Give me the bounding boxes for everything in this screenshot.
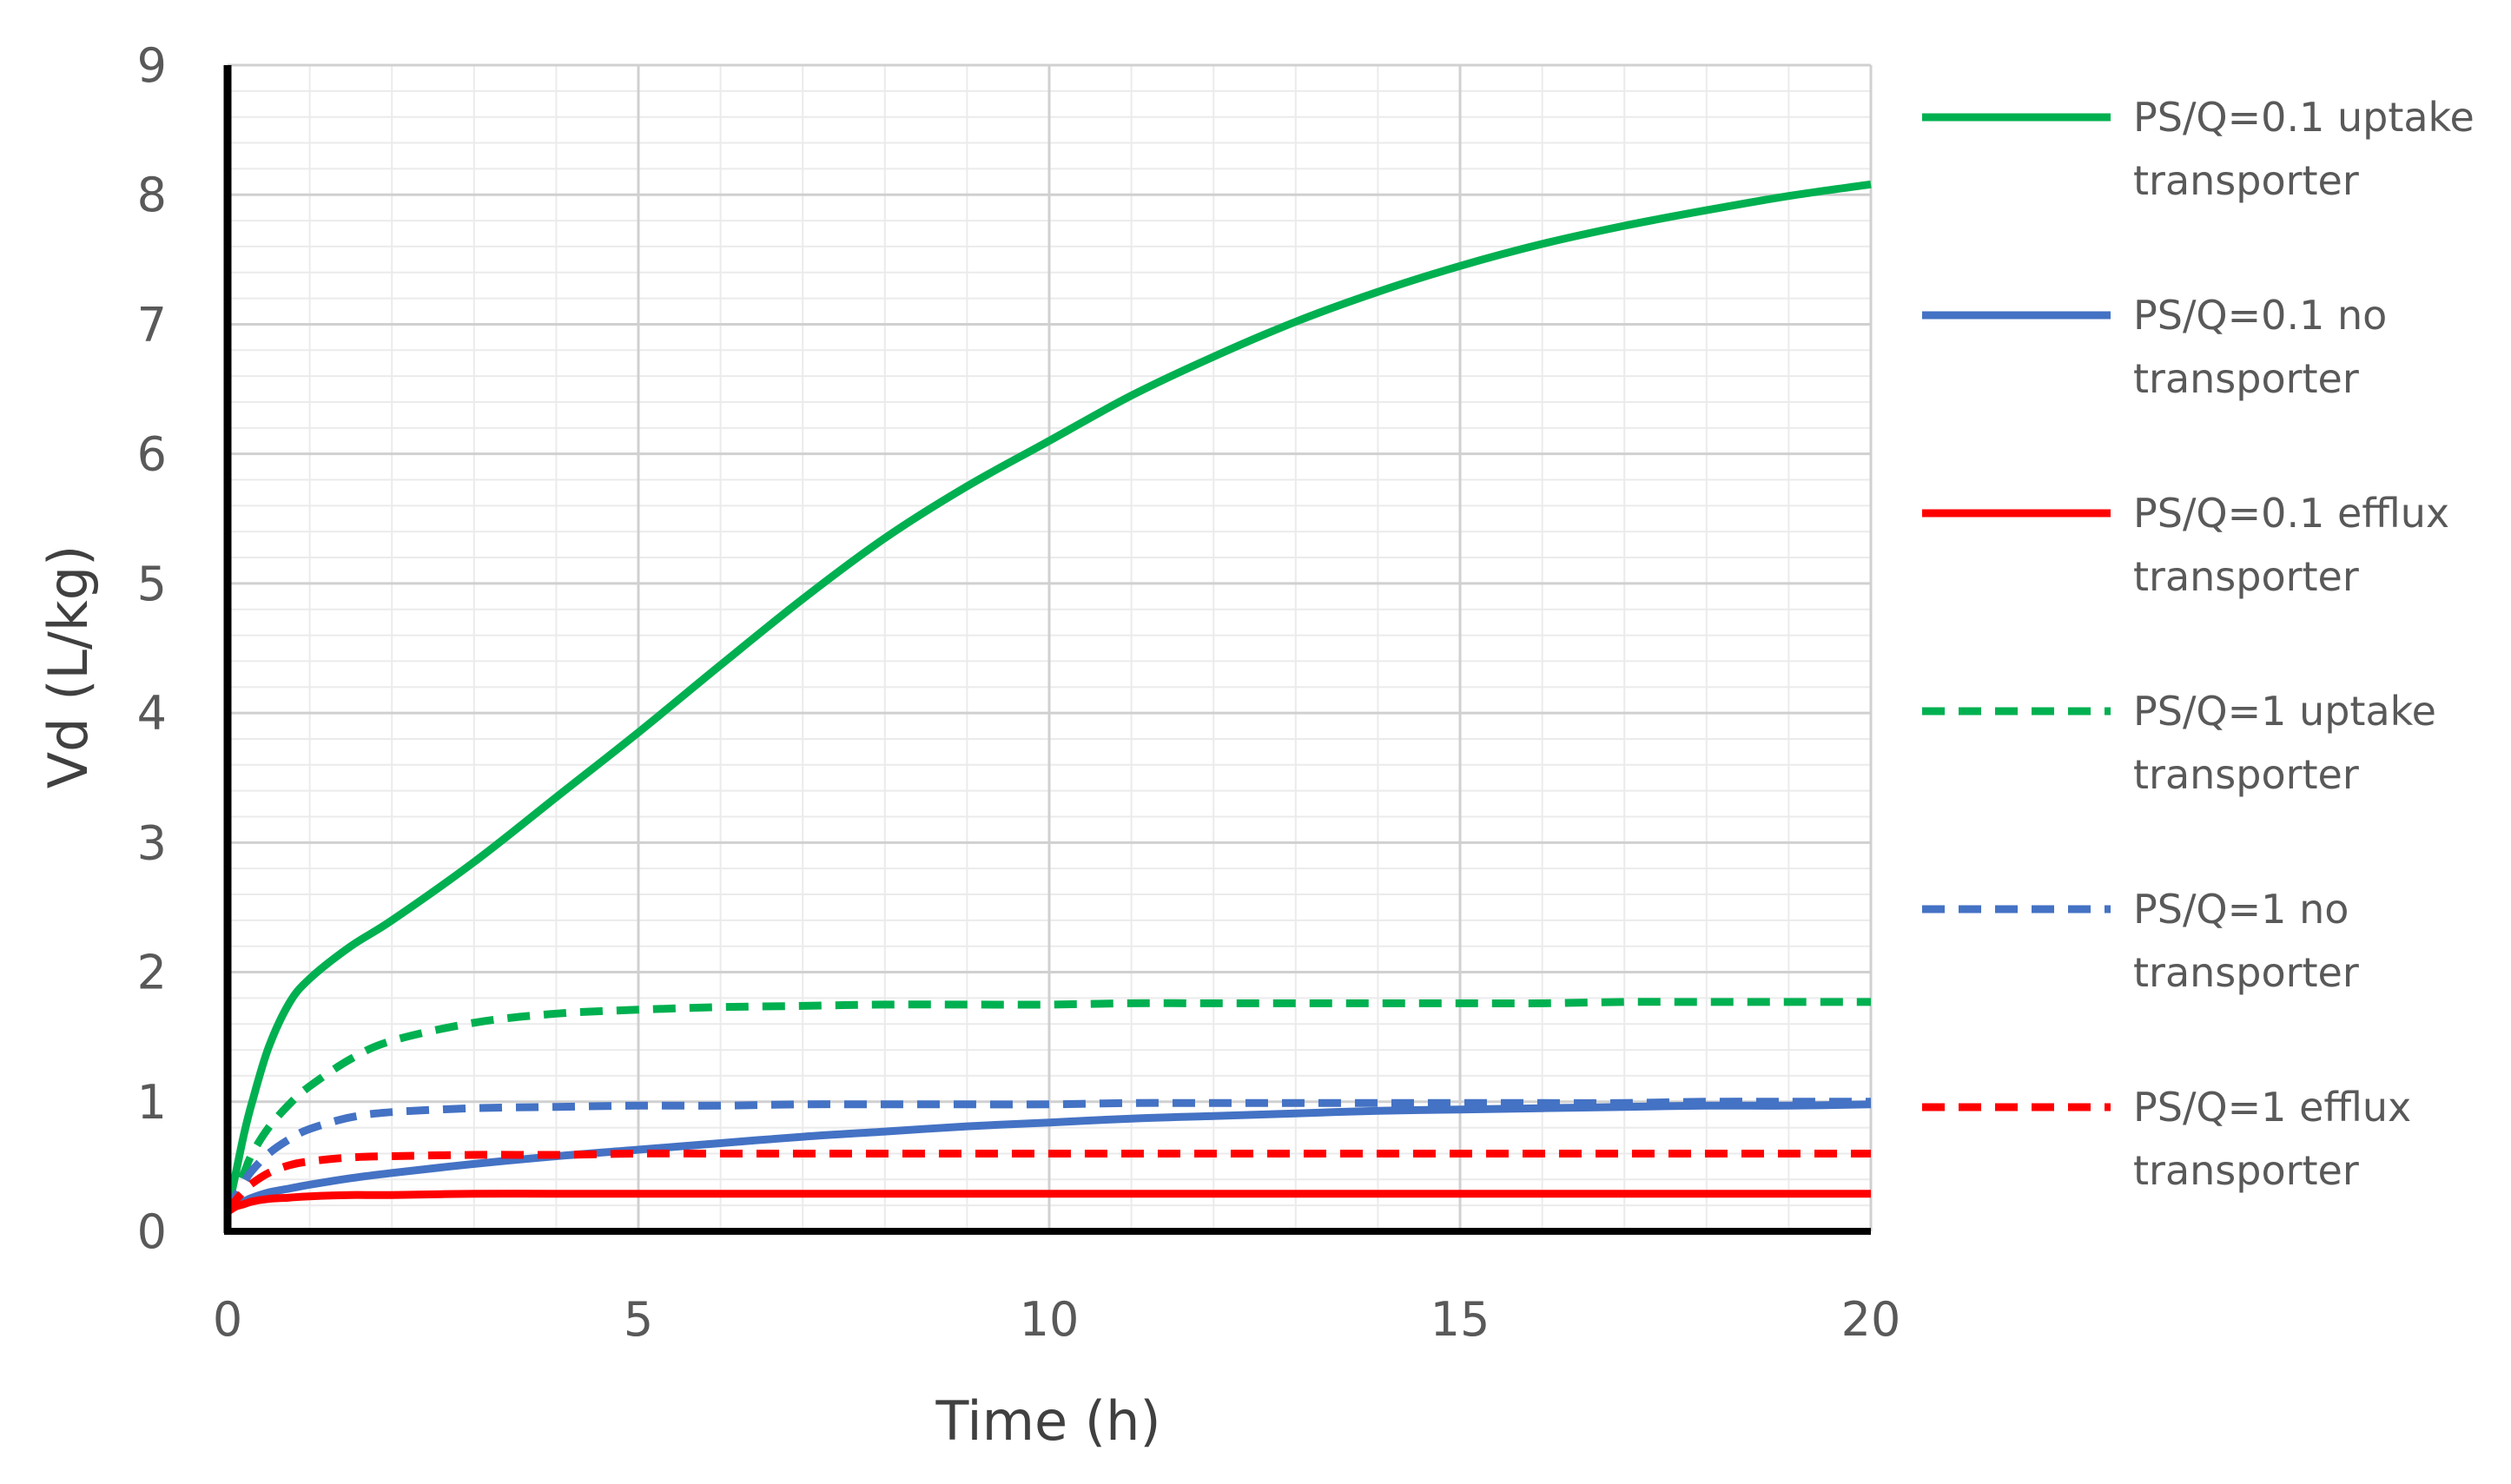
legend: PS/Q=0.1 uptake transporter PS/Q=0.1 no tra… — [1922, 94, 2475, 1194]
y-tick-label: 6 — [137, 427, 167, 482]
y-tick-label: 3 — [137, 815, 167, 870]
y-tick-label: 2 — [137, 946, 167, 1000]
y-axis-title: Vd (L/kg) — [36, 545, 100, 789]
y-tick-label: 5 — [137, 557, 167, 611]
legend-label-line2: transporter — [2133, 355, 2359, 402]
legend-label-line2: transporter — [2133, 1147, 2359, 1194]
series-line-6 — [224, 1149, 1871, 1215]
y-tick-label: 1 — [137, 1075, 167, 1130]
legend-label-line2: transporter — [2133, 751, 2359, 798]
legend-label-line1: PS/Q=1 uptake — [2133, 688, 2436, 735]
x-tick-label: 20 — [1841, 1292, 1901, 1347]
series-line-1 — [223, 180, 1872, 1213]
plot-series — [223, 180, 1872, 1216]
x-tick-label: 0 — [213, 1292, 242, 1347]
axes — [223, 65, 1871, 1235]
tick-labels: 0 5 10 15 20 0 1 2 3 4 5 6 7 8 9 — [137, 38, 1901, 1347]
x-tick-label: 15 — [1431, 1292, 1490, 1347]
series-line-3 — [225, 1190, 1871, 1216]
legend-item: PS/Q=0.1 efflux transporter — [1922, 490, 2449, 600]
legend-label-line1: PS/Q=0.1 no — [2133, 292, 2387, 339]
series-line-2 — [225, 1100, 1872, 1216]
legend-label-line1: PS/Q=1 no — [2133, 886, 2349, 933]
series-line-5 — [223, 1098, 1871, 1214]
y-tick-label: 7 — [137, 297, 167, 352]
legend-item: PS/Q=0.1 no transporter — [1922, 292, 2387, 402]
x-tick-label: 10 — [1020, 1292, 1080, 1347]
legend-label-line2: transporter — [2133, 949, 2359, 996]
x-axis-title: Time (h) — [935, 1389, 1160, 1453]
x-tick-label: 5 — [624, 1292, 653, 1347]
legend-label-line1: PS/Q=0.1 uptake — [2133, 94, 2475, 141]
legend-label-line1: PS/Q=0.1 efflux — [2133, 490, 2449, 537]
legend-item: PS/Q=1 efflux transporter — [1922, 1084, 2411, 1194]
legend-item: PS/Q=1 no transporter — [1922, 886, 2359, 996]
legend-label-line1: PS/Q=1 efflux — [2133, 1084, 2411, 1131]
series-line-4 — [223, 998, 1871, 1214]
major-grid — [228, 63, 1873, 1231]
legend-item: PS/Q=0.1 uptake transporter — [1922, 94, 2475, 204]
legend-item: PS/Q=1 uptake transporter — [1922, 688, 2436, 798]
legend-label-line2: transporter — [2133, 553, 2359, 600]
legend-label-line2: transporter — [2133, 157, 2359, 204]
y-tick-label: 4 — [137, 686, 167, 741]
y-tick-label: 8 — [137, 168, 167, 222]
y-tick-label: 9 — [137, 38, 167, 93]
y-tick-label: 0 — [137, 1204, 167, 1259]
